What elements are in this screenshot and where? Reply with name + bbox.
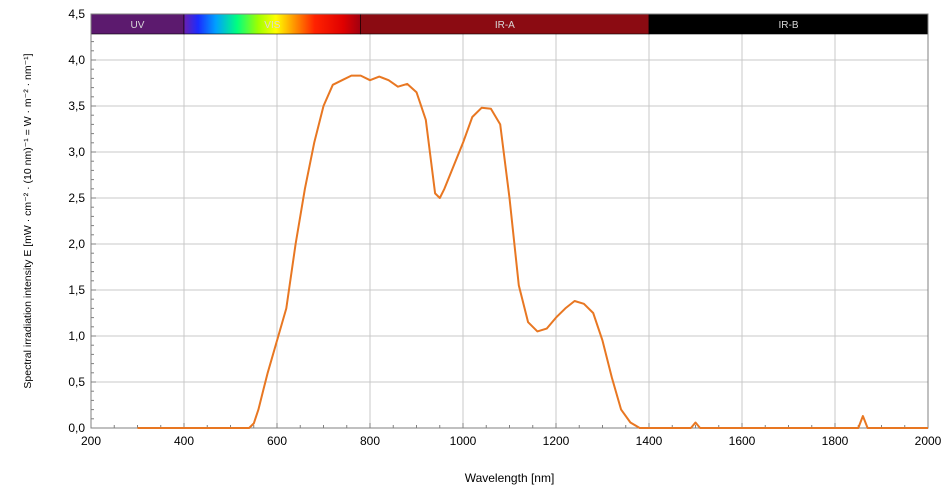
band-label-vis: VIS bbox=[264, 20, 280, 31]
x-tick-label: 2000 bbox=[915, 434, 942, 448]
band-label-uv: UV bbox=[131, 20, 145, 31]
x-axis-title: Wavelength [nm] bbox=[465, 471, 555, 485]
y-tick-label: 0,5 bbox=[68, 375, 85, 389]
x-tick-label: 1000 bbox=[450, 434, 477, 448]
y-tick-label: 2,5 bbox=[68, 191, 85, 205]
y-axis-title: Spectral irradiation intensity E [mW · c… bbox=[22, 53, 34, 388]
x-tick-labels: 200 400 600 800 1000 1200 1400 1600 1800 2000 bbox=[81, 434, 942, 448]
x-tick-label: 1800 bbox=[822, 434, 849, 448]
x-tick-label: 1600 bbox=[729, 434, 756, 448]
x-tick-label: 1200 bbox=[543, 434, 570, 448]
x-tick-label: 1400 bbox=[636, 434, 663, 448]
band-label-ir-a: IR-A bbox=[495, 20, 515, 31]
grid-lines bbox=[91, 14, 928, 428]
y-tick-label: 1,5 bbox=[68, 283, 85, 297]
y-tick-label: 4,0 bbox=[68, 53, 85, 67]
y-tick-label: 3,5 bbox=[68, 99, 85, 113]
y-tick-label: 3,0 bbox=[68, 145, 85, 159]
band-label-ir-b: IR-B bbox=[779, 20, 799, 31]
series-layer bbox=[137, 74, 928, 429]
series-line-0 bbox=[137, 74, 928, 429]
y-tick-label: 1,0 bbox=[68, 329, 85, 343]
x-tick-label: 200 bbox=[81, 434, 101, 448]
plot-area-frame bbox=[90, 13, 929, 429]
x-tick-label: 400 bbox=[174, 434, 194, 448]
x-tick-label: 600 bbox=[267, 434, 287, 448]
y-tick-label: 2,0 bbox=[68, 237, 85, 251]
x-tick-label: 800 bbox=[360, 434, 380, 448]
spectral-bands: UV VIS IR-A IR-B bbox=[90, 13, 929, 35]
y-tick-label: 4,5 bbox=[68, 7, 85, 21]
y-tick-labels: 0,0 0,5 1,0 1,5 2,0 2,5 3,0 3,5 4,0 4,5 bbox=[68, 7, 85, 435]
y-tick-label: 0,0 bbox=[68, 421, 85, 435]
minor-ticks bbox=[90, 13, 929, 429]
